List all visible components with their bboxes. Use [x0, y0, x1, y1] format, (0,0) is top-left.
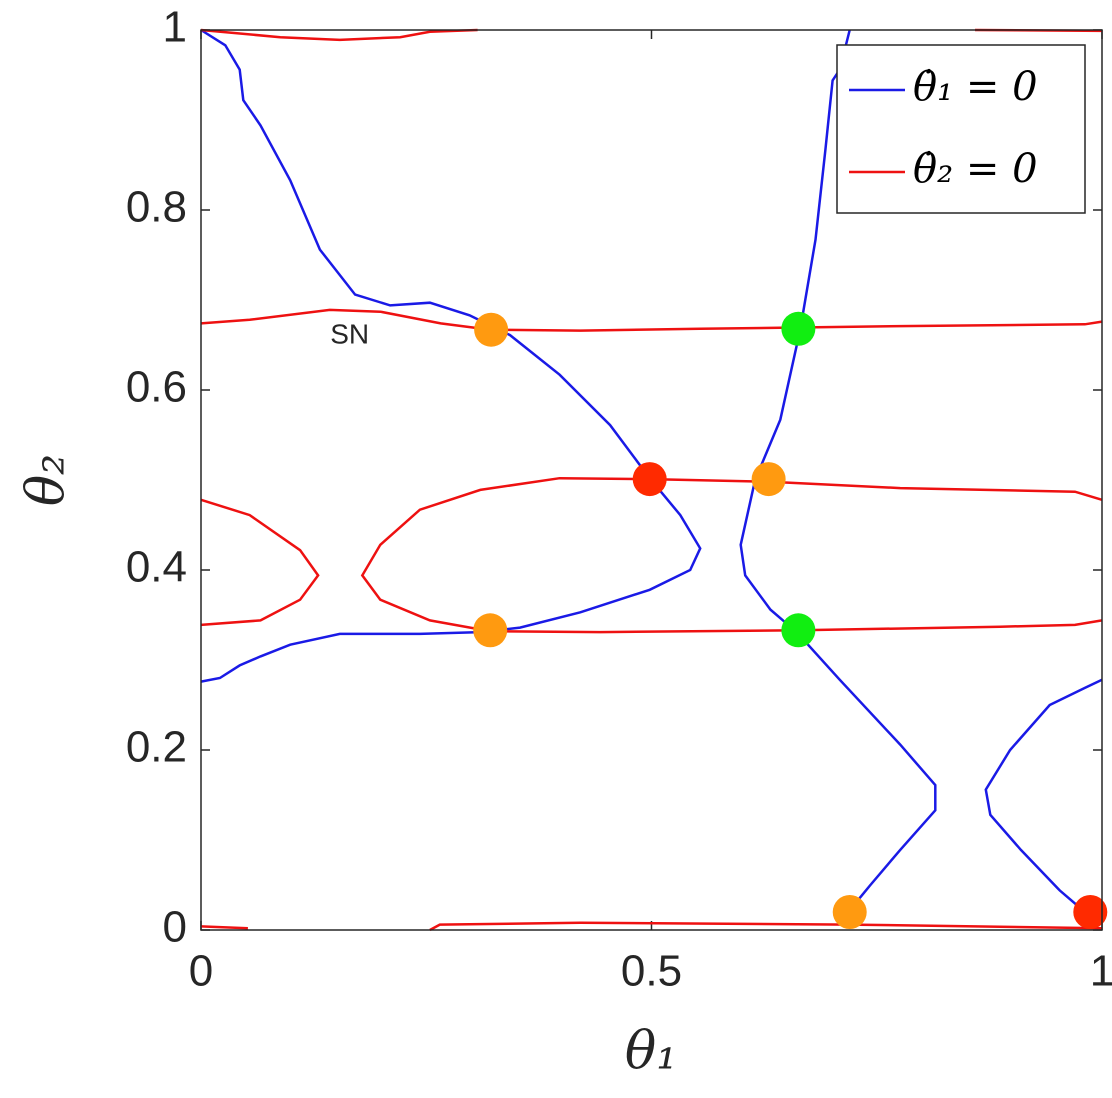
annotation: SN — [330, 318, 369, 349]
y-tick-label: 0 — [163, 903, 187, 952]
x-tick-label: 1 — [1090, 947, 1112, 996]
y-tick-label: 0.6 — [126, 363, 187, 412]
fixed-point — [1073, 895, 1108, 929]
fixed-point — [832, 895, 867, 929]
y-tick-label: 0.2 — [126, 723, 187, 772]
fixed-point — [751, 462, 786, 497]
fixed-point — [781, 613, 816, 648]
y-tick-label: 0.4 — [126, 543, 187, 592]
legend-label: θ̇₁ = 0 — [913, 64, 1038, 110]
plot-frame — [200, 29, 1103, 931]
x-axis-label: θ₁ — [625, 1022, 677, 1082]
legend-box — [836, 44, 1086, 214]
y-tick-label: 1 — [163, 3, 187, 52]
fixed-point — [632, 462, 667, 497]
fixed-point — [473, 613, 508, 648]
x-tick-label: 0 — [189, 947, 213, 996]
y-axis-label: θ₂ — [17, 454, 77, 506]
fixed-point — [781, 311, 816, 346]
x-tick-label: 0.5 — [621, 947, 682, 996]
y-tick-label: 0.8 — [126, 183, 187, 232]
legend-label: θ̇₂ = 0 — [913, 146, 1038, 192]
fixed-point — [474, 312, 509, 347]
